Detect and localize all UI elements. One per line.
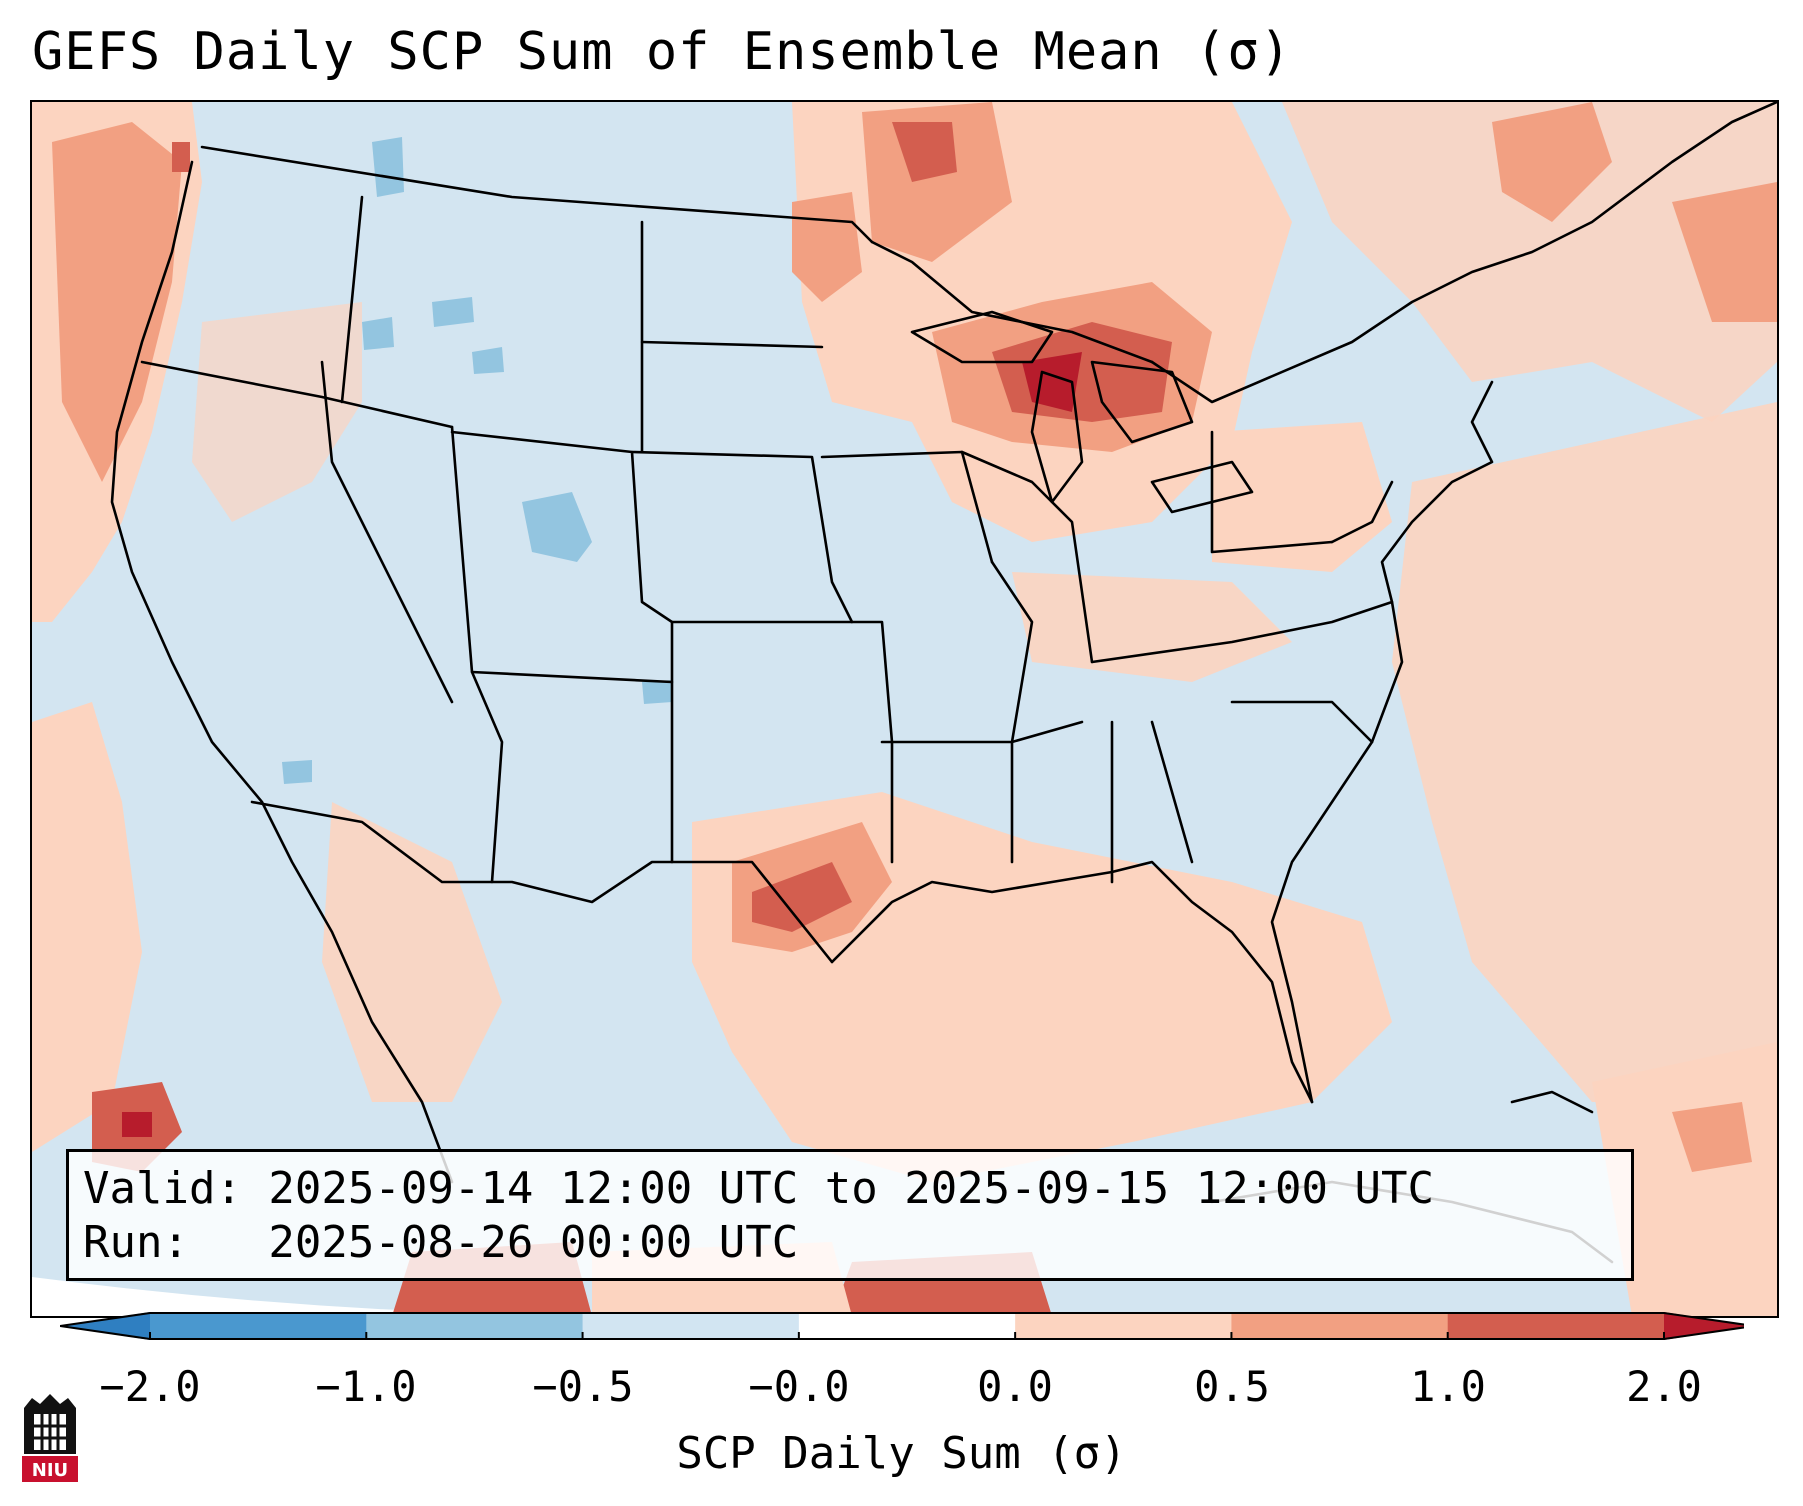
anomaly-wyoming-b: [472, 347, 504, 374]
anomaly-atlantic: [1392, 402, 1777, 1102]
valid-run-info-box: Valid: 2025-09-14 12:00 UTC to 2025-09-1…: [66, 1149, 1634, 1281]
colorbar-tick-label: −1.0: [315, 1362, 417, 1411]
colorbar-tick-label: −2.0: [99, 1362, 201, 1411]
idaho-line: [340, 195, 364, 404]
wy-co-nm: [450, 430, 674, 864]
ky-tn-va: [1090, 600, 1394, 664]
canada-border-west: [200, 145, 874, 244]
anomaly-colorado: [522, 492, 592, 562]
anomaly-wyoming-a: [432, 297, 474, 327]
valid-time-line: Valid: 2025-09-14 12:00 UTC to 2025-09-1…: [83, 1163, 1435, 1214]
ks-ok: [670, 620, 894, 864]
anomaly-pnw-core: [52, 122, 182, 482]
map-canvas: [32, 102, 1777, 1316]
outside-domain: [32, 1277, 632, 1316]
anomaly-northeast-canada: [1282, 102, 1777, 422]
nc-sc: [1230, 700, 1374, 744]
east-coast: [1270, 380, 1494, 1104]
colorbar-bin: [1231, 1312, 1449, 1340]
ut-az-line: [470, 670, 674, 684]
negative-anomaly-shading: [282, 137, 672, 784]
anomaly-pnw-max: [172, 142, 190, 172]
run-time-line: Run: 2025-08-26 00:00 UTC: [83, 1217, 799, 1268]
anomaly-idaho: [362, 317, 394, 350]
colorbar-tick-label: 2.0: [1626, 1362, 1702, 1411]
colorbar: [60, 1312, 1744, 1340]
anomaly-texas-core: [752, 862, 852, 932]
colorbar-bin: [1447, 1312, 1665, 1340]
colorbar-tick-label: −0.0: [748, 1362, 850, 1411]
colorbar-bin: [1015, 1312, 1232, 1340]
colorbar-extend-high: [1664, 1312, 1744, 1340]
anomaly-epac: [32, 702, 142, 1152]
nj-line: [1330, 480, 1394, 544]
colorbar-bin: [798, 1312, 1016, 1340]
positive-anomaly-shading: [32, 102, 1777, 1316]
canada-border-east: [1150, 102, 1777, 404]
colorbar-tick-label: 0.0: [977, 1362, 1053, 1411]
gulf-coast: [830, 860, 1314, 1104]
chart-title: GEFS Daily SCP Sum of Ensemble Mean (σ): [32, 22, 1292, 82]
pa-ny: [1210, 430, 1334, 554]
bahamas: [1510, 1090, 1594, 1114]
utah-az-west: [450, 425, 504, 884]
anomaly-epac-max: [122, 1112, 152, 1137]
niu-logo: NIU: [22, 1394, 78, 1482]
lake-superior: [910, 310, 1054, 364]
anomaly-ontario-core: [892, 122, 957, 182]
lake-erie: [1150, 460, 1254, 514]
mexico-border: [250, 800, 834, 964]
lake-huron: [1090, 360, 1194, 444]
niu-logo-text: NIU: [32, 1460, 68, 1481]
colorbar-extend-low: [60, 1312, 150, 1340]
colorbar-bin: [150, 1312, 367, 1340]
or-northern-line: [140, 360, 454, 429]
anomaly-maritimes: [1672, 182, 1777, 322]
canada-border-lakes: [870, 240, 1154, 364]
colorbar-tick-label: 0.5: [1194, 1362, 1270, 1411]
anomaly-new-mexico: [642, 680, 672, 704]
anomaly-baja: [322, 802, 502, 1102]
colorbar-label: SCP Daily Sum (σ): [676, 1428, 1127, 1479]
lake-michigan: [1030, 370, 1084, 504]
ms-river: [990, 560, 1034, 864]
colorbar-bin: [582, 1312, 800, 1340]
anomaly-caribbean-core: [1672, 1102, 1752, 1172]
west-coast: [110, 160, 454, 1184]
anomaly-oregon: [192, 302, 362, 522]
anomaly-baja-north: [282, 760, 312, 784]
colorbar-tick-label: −0.5: [532, 1362, 634, 1411]
ne-ks: [630, 450, 854, 624]
colorbar-tick-label: 1.0: [1410, 1362, 1486, 1411]
map-frame: [30, 100, 1779, 1318]
nv-ca-line: [320, 360, 454, 704]
colorbar-bin: [366, 1312, 584, 1340]
al-ga: [1150, 720, 1194, 864]
sd-nd: [640, 340, 824, 349]
anomaly-montana: [372, 137, 404, 197]
anomaly-quebec: [1492, 102, 1612, 222]
